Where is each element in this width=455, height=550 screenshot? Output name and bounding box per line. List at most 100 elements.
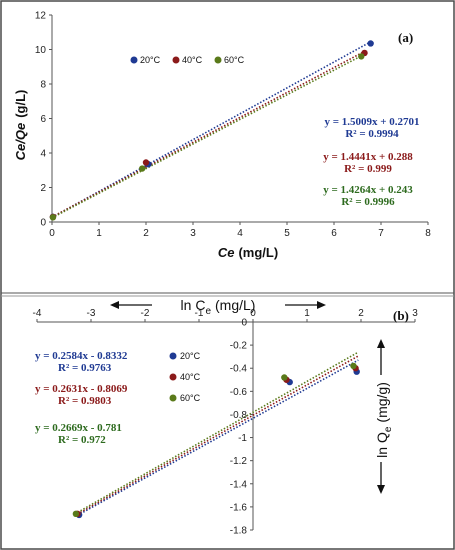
chart-b-y-tick-label: -1.4: [230, 479, 248, 490]
chart-a-legend-label-60: 60°C: [224, 55, 245, 65]
chart-a-eq-40: y = 1.4441x + 0.288: [323, 151, 413, 163]
chart-a-fit-line-1: [51, 49, 368, 218]
chart-a-x-tick-label: 5: [284, 228, 290, 239]
chart-b-panel-label: (b): [393, 308, 409, 323]
chart-b-y-title: ln Qe (mg/g): [374, 339, 394, 494]
chart-a-y-tick-label: 12: [35, 11, 47, 22]
chart-a-x-tick-label: 0: [49, 228, 55, 239]
chart-b-r2-60: R² = 0.972: [58, 434, 106, 446]
chart-b-x-tick-label: 1: [304, 308, 310, 319]
chart-a-x-title-main: Ce: [218, 245, 235, 260]
chart-b-x-title-sub: e: [205, 306, 211, 317]
chart-b-fit-line-0: [77, 359, 359, 517]
chart-b-x-tick-label: 3: [412, 308, 418, 319]
chart-a-point-s2-0: [49, 214, 57, 221]
chart-a-y-title-main: Ce/Qe: [13, 123, 28, 161]
chart-b-tick-labels: -4 -3 -2 -1 0 1 2 3 0 -0.2 -0.4 -0.6 -0.8 -1 -1.2 -1.4 -…: [33, 308, 419, 537]
chart-b-points: [72, 362, 360, 519]
chart-a-fit-lines: [51, 40, 372, 219]
chart-a-x-tick-label: 6: [331, 228, 337, 239]
chart-a-eq-60: y = 1.4264x + 0.243: [323, 184, 413, 196]
chart-b-x-arrow-right-head: [317, 301, 326, 309]
chart-a-legend-marker-40: [172, 56, 180, 64]
chart-a-x-tick-label: 8: [425, 228, 431, 239]
chart-a-legend: 20°C 40°C 60°C: [130, 55, 245, 65]
chart-a-r2-40: R² = 0.999: [344, 163, 392, 175]
chart-b-y-tick-label: -0.4: [230, 364, 248, 375]
chart-b-x-tick-label: 0: [250, 308, 256, 319]
chart-b-r2-40: R² = 0.9803: [58, 395, 112, 407]
chart-a-y-tick-label: 6: [40, 114, 46, 125]
chart-b-y-title-main: ln Q: [374, 432, 390, 458]
chart-b-legend-marker-60: [169, 394, 177, 402]
chart-b-x-tick-label: 2: [358, 308, 364, 319]
chart-b: -4 -3 -2 -1 0 1 2 3 0 -0.2 -0.4 -0.6 -0.8 -1 -1.2 -1.4 -…: [33, 297, 419, 537]
chart-b-y-title-sub: e: [383, 426, 394, 432]
chart-b-legend-label-20: 20°C: [180, 351, 201, 361]
chart-a-x-tick-label: 7: [378, 228, 384, 239]
chart-a-point-s2-1: [139, 165, 146, 172]
chart-b-y-tick-label: -0.8: [230, 410, 248, 421]
chart-b-x-tick-label: -3: [87, 308, 96, 319]
chart-b-fit-line-1: [77, 355, 359, 515]
chart-a-point-s0-2: [367, 40, 374, 47]
chart-b-fit-line-2: [74, 351, 359, 515]
chart-a-y-tick-label: 8: [40, 80, 46, 91]
chart-a-r2-20: R² = 0.9994: [345, 128, 399, 140]
chart-b-y-arrow-up-head: [377, 339, 385, 348]
chart-a-y-title-unit: (g/L): [13, 90, 28, 118]
chart-b-fit-lines: [74, 351, 359, 517]
chart-b-axes: [36, 319, 416, 531]
chart-a-legend-marker-20: [130, 56, 138, 64]
chart-a-y-tick-label: 4: [40, 149, 46, 160]
chart-a-y-tick-label: 2: [40, 183, 46, 194]
chart-b-point-s2-1: [281, 374, 288, 381]
chart-b-x-tick-label: -4: [33, 308, 42, 319]
chart-a-legend-label-40: 40°C: [182, 55, 203, 65]
chart-b-eq-20: y = 0.2584x - 0.8332: [35, 350, 128, 362]
chart-b-x-title-text: ln Ce (mg/L): [181, 297, 256, 317]
chart-b-x-title-unit: (mg/L): [215, 297, 255, 313]
chart-b-eq-40: y = 0.2631x - 0.8069: [35, 383, 128, 395]
chart-b-legend-label-40: 40°C: [180, 372, 201, 382]
chart-b-legend-marker-20: [169, 352, 177, 360]
chart-b-x-tick-label: -2: [141, 308, 150, 319]
chart-a-y-tick-label: 0: [40, 218, 46, 229]
chart-b-y-title-unit: (mg/g): [374, 382, 390, 422]
chart-b-y-tick-label: -1.2: [230, 456, 248, 467]
chart-a-panel-label: (a): [398, 30, 413, 45]
chart-b-x-title-main: ln C: [181, 297, 206, 313]
chart-b-legend: 20°C 40°C 60°C: [169, 351, 201, 403]
chart-a-y-tick-label: 10: [35, 45, 47, 56]
chart-b-x-arrow-left-head: [110, 301, 119, 309]
chart-b-legend-marker-40: [169, 373, 177, 381]
chart-b-y-tick-label: -1.6: [230, 502, 248, 513]
chart-b-y-tick-label: -0.2: [230, 341, 248, 352]
chart-a-point-s2-2: [358, 53, 365, 60]
chart-a-point-s1-1: [142, 159, 150, 166]
chart-b-y-title-text: ln Qe (mg/g): [374, 382, 394, 458]
chart-a-x-tick-label: 4: [237, 228, 243, 239]
chart-a-legend-marker-60: [214, 56, 222, 64]
chart-a-legend-label-20: 20°C: [140, 55, 161, 65]
chart-b-y-tick-label: -1: [238, 433, 247, 444]
chart-a-x-tick-label: 3: [190, 228, 196, 239]
chart-a-r2-60: R² = 0.9996: [341, 196, 395, 208]
chart-a-x-title: Ce (mg/L): [218, 245, 278, 260]
chart-b-x-tick-label: -1: [195, 308, 204, 319]
chart-b-r2-20: R² = 0.9763: [58, 362, 112, 374]
chart-b-y-arrow-down-head: [377, 485, 385, 494]
chart-a-fit-line-2: [51, 54, 363, 219]
chart-a-x-tick-label: 1: [96, 228, 102, 239]
chart-b-legend-label-60: 60°C: [180, 393, 201, 403]
chart-b-x-title: ln Ce (mg/L): [110, 297, 326, 317]
chart-b-point-s2-0: [72, 510, 80, 518]
chart-b-y-tick-label: -1.8: [230, 526, 248, 537]
chart-b-point-s2-2: [350, 362, 357, 370]
chart-a-y-title: Ce/Qe (g/L): [13, 90, 28, 161]
